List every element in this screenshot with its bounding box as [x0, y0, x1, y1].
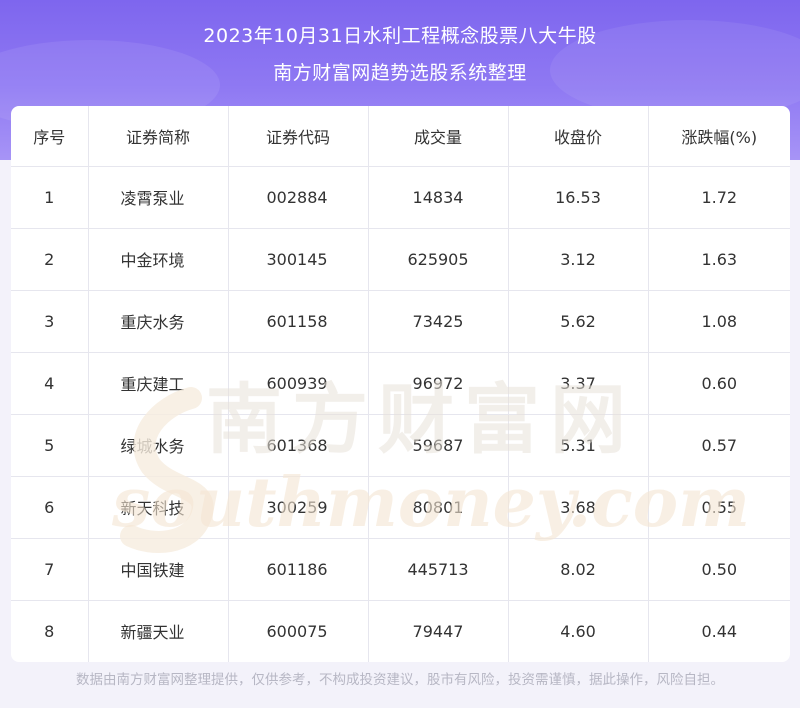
cell-change: 1.72	[648, 166, 790, 229]
stock-table-card: 序号 证券简称 证券代码 成交量 收盘价 涨跌幅(%) 1 凌霄泵业 00288…	[11, 106, 790, 662]
page-subtitle: 南方财富网趋势选股系统整理	[273, 62, 527, 84]
cell-name: 绿城水务	[88, 414, 229, 477]
cell-volume: 445713	[368, 538, 509, 601]
cell-close: 5.31	[508, 414, 649, 477]
cell-volume: 14834	[368, 166, 509, 229]
cell-close: 4.60	[508, 600, 649, 662]
footer-disclaimer: 数据由南方财富网整理提供，仅供参考，不构成投资建议，股市有风险，投资需谨慎，据此…	[76, 672, 724, 688]
cell-close: 5.62	[508, 290, 649, 353]
cell-volume: 79447	[368, 600, 509, 662]
cell-index: 3	[11, 290, 89, 353]
cell-close: 3.37	[508, 352, 649, 415]
cell-index: 1	[11, 166, 89, 229]
cell-code: 300259	[228, 476, 369, 539]
cell-code: 601158	[228, 290, 369, 353]
cell-code: 002884	[228, 166, 369, 229]
cell-index: 8	[11, 600, 89, 662]
cell-close: 3.12	[508, 228, 649, 291]
stock-table: 序号 证券简称 证券代码 成交量 收盘价 涨跌幅(%) 1 凌霄泵业 00288…	[11, 106, 790, 662]
cell-index: 4	[11, 352, 89, 415]
cell-change: 0.50	[648, 538, 790, 601]
cell-name: 中金环境	[88, 228, 229, 291]
cell-name: 新天科技	[88, 476, 229, 539]
table-row: 4 重庆建工 600939 96972 3.37 0.60	[11, 352, 790, 415]
cell-close: 3.68	[508, 476, 649, 539]
cell-name: 重庆水务	[88, 290, 229, 353]
cell-volume: 80801	[368, 476, 509, 539]
page-title: 2023年10月31日水利工程概念股票八大牛股	[203, 25, 597, 47]
cell-volume: 96972	[368, 352, 509, 415]
cell-volume: 73425	[368, 290, 509, 353]
cell-change: 0.55	[648, 476, 790, 539]
cell-close: 8.02	[508, 538, 649, 601]
cell-name: 凌霄泵业	[88, 166, 229, 229]
cell-code: 601186	[228, 538, 369, 601]
cell-change: 1.63	[648, 228, 790, 291]
table-row: 2 中金环境 300145 625905 3.12 1.63	[11, 228, 790, 291]
table-row: 5 绿城水务 601368 59687 5.31 0.57	[11, 414, 790, 477]
cell-change: 0.44	[648, 600, 790, 662]
column-header-index: 序号	[11, 106, 89, 167]
cell-index: 7	[11, 538, 89, 601]
cell-code: 600939	[228, 352, 369, 415]
header-decoration	[550, 20, 800, 120]
cell-change: 0.57	[648, 414, 790, 477]
column-header-close: 收盘价	[508, 106, 649, 167]
table-row: 3 重庆水务 601158 73425 5.62 1.08	[11, 290, 790, 353]
cell-name: 中国铁建	[88, 538, 229, 601]
table-header-row: 序号 证券简称 证券代码 成交量 收盘价 涨跌幅(%)	[11, 106, 790, 167]
cell-volume: 59687	[368, 414, 509, 477]
cell-index: 5	[11, 414, 89, 477]
cell-change: 0.60	[648, 352, 790, 415]
table-row: 8 新疆天业 600075 79447 4.60 0.44	[11, 600, 790, 662]
cell-code: 600075	[228, 600, 369, 662]
cell-change: 1.08	[648, 290, 790, 353]
table-row: 1 凌霄泵业 002884 14834 16.53 1.72	[11, 166, 790, 229]
table-row: 7 中国铁建 601186 445713 8.02 0.50	[11, 538, 790, 601]
column-header-change: 涨跌幅(%)	[648, 106, 790, 167]
cell-index: 6	[11, 476, 89, 539]
cell-close: 16.53	[508, 166, 649, 229]
column-header-code: 证券代码	[228, 106, 369, 167]
table-row: 6 新天科技 300259 80801 3.68 0.55	[11, 476, 790, 539]
column-header-volume: 成交量	[368, 106, 509, 167]
cell-volume: 625905	[368, 228, 509, 291]
cell-index: 2	[11, 228, 89, 291]
cell-name: 重庆建工	[88, 352, 229, 415]
column-header-name: 证券简称	[88, 106, 229, 167]
cell-code: 300145	[228, 228, 369, 291]
cell-code: 601368	[228, 414, 369, 477]
cell-name: 新疆天业	[88, 600, 229, 662]
